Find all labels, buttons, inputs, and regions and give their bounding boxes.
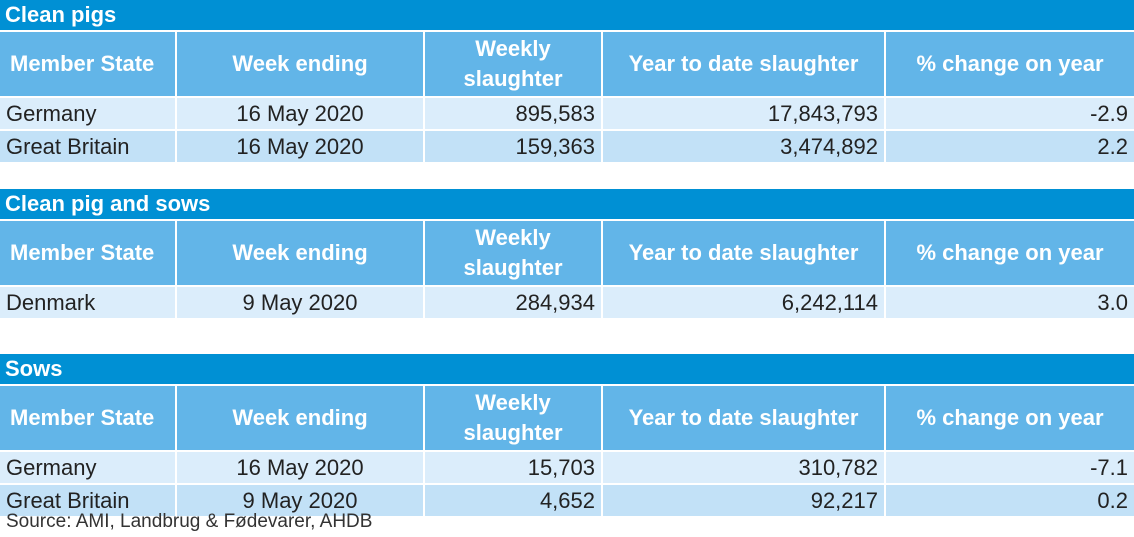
cell-member-state: Germany [0,450,177,484]
col-header-member-state: Member State [0,30,177,97]
col-header-ytd-slaughter: Year to date slaughter [602,219,886,286]
cell-pct-change: -2.9 [885,96,1134,130]
cell-week-ending: 9 May 2020 [176,285,425,318]
table-row: Great Britain 9 May 2020 4,652 92,217 0.… [0,483,1134,516]
data-table: Member State Week ending Weekly slaughte… [0,219,1134,318]
section-clean-pig-and-sows: Clean pig and sows Member State Week end… [0,189,1134,318]
source-note: Source: AMI, Landbrug & Fødevarer, AHDB [6,511,373,532]
cell-pct-change: 0.2 [885,483,1134,516]
cell-week-ending: 16 May 2020 [176,96,425,130]
section-clean-pigs: Clean pigs Member State Week ending Week… [0,0,1134,162]
cell-weekly-slaughter: 284,934 [424,285,603,318]
data-table: Member State Week ending Weekly slaughte… [0,30,1134,162]
col-header-week-ending: Week ending [176,30,425,97]
cell-week-ending: 9 May 2020 [176,483,425,516]
cell-ytd-slaughter: 17,843,793 [602,96,886,130]
cell-weekly-slaughter: 159,363 [424,129,603,162]
col-header-pct-change: % change on year [885,384,1134,451]
cell-week-ending: 16 May 2020 [176,129,425,162]
section-title: Clean pigs [0,0,1134,30]
cell-pct-change: 2.2 [885,129,1134,162]
section-title: Sows [0,354,1134,384]
col-header-ytd-slaughter: Year to date slaughter [602,30,886,97]
col-header-member-state: Member State [0,384,177,451]
cell-pct-change: -7.1 [885,450,1134,484]
col-header-weekly-slaughter: Weekly slaughter [424,219,603,286]
cell-weekly-slaughter: 895,583 [424,96,603,130]
table-row: Denmark 9 May 2020 284,934 6,242,114 3.0 [0,285,1134,318]
cell-member-state: Great Britain [0,483,177,516]
col-header-pct-change: % change on year [885,30,1134,97]
cell-ytd-slaughter: 310,782 [602,450,886,484]
cell-week-ending: 16 May 2020 [176,450,425,484]
col-header-weekly-slaughter: Weekly slaughter [424,384,603,451]
header-row: Member State Week ending Weekly slaughte… [0,219,1134,286]
cell-member-state: Denmark [0,285,177,318]
table-row: Germany 16 May 2020 895,583 17,843,793 -… [0,96,1134,130]
header-row: Member State Week ending Weekly slaughte… [0,30,1134,97]
col-header-pct-change: % change on year [885,219,1134,286]
section-title: Clean pig and sows [0,189,1134,219]
section-sows: Sows Member State Week ending Weekly sla… [0,354,1134,516]
cell-ytd-slaughter: 92,217 [602,483,886,516]
col-header-member-state: Member State [0,219,177,286]
col-header-weekly-slaughter: Weekly slaughter [424,30,603,97]
table-row: Great Britain 16 May 2020 159,363 3,474,… [0,129,1134,162]
cell-member-state: Germany [0,96,177,130]
cell-ytd-slaughter: 6,242,114 [602,285,886,318]
col-header-ytd-slaughter: Year to date slaughter [602,384,886,451]
table-row: Germany 16 May 2020 15,703 310,782 -7.1 [0,450,1134,484]
cell-pct-change: 3.0 [885,285,1134,318]
cell-weekly-slaughter: 4,652 [424,483,603,516]
cell-ytd-slaughter: 3,474,892 [602,129,886,162]
cell-member-state: Great Britain [0,129,177,162]
header-row: Member State Week ending Weekly slaughte… [0,384,1134,451]
cell-weekly-slaughter: 15,703 [424,450,603,484]
data-table: Member State Week ending Weekly slaughte… [0,384,1134,516]
col-header-week-ending: Week ending [176,219,425,286]
col-header-week-ending: Week ending [176,384,425,451]
